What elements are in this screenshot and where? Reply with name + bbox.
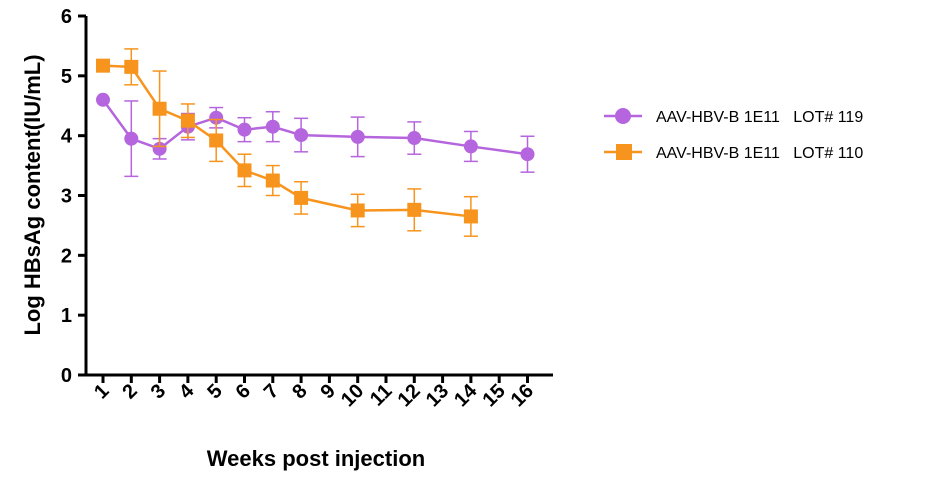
data-point xyxy=(463,139,478,154)
data-point xyxy=(237,163,252,178)
data-point xyxy=(294,128,309,143)
legend-label: AAV-HBV-B 1E11 LOT# 110 xyxy=(656,145,863,162)
data-point xyxy=(350,203,365,218)
data-point xyxy=(265,173,280,188)
x-tick-label: 14 xyxy=(450,379,482,411)
data-point xyxy=(265,119,280,134)
y-tick-label: 6 xyxy=(61,6,72,28)
data-point xyxy=(180,113,195,128)
data-point xyxy=(152,141,167,156)
x-tick-label: 15 xyxy=(478,380,509,411)
x-tick-label: 5 xyxy=(203,380,226,403)
x-axis-title: Weeks post injection xyxy=(207,446,425,471)
x-tick-label: 2 xyxy=(118,380,141,403)
x-tick-label: 7 xyxy=(260,380,283,403)
data-point xyxy=(294,190,309,205)
data-point xyxy=(407,131,422,146)
y-tick-label: 2 xyxy=(61,245,72,267)
x-tick-label: 1 xyxy=(90,380,113,403)
y-tick-label: 5 xyxy=(61,66,72,88)
x-tick-label: 9 xyxy=(317,380,340,403)
legend-entry-1: AAV-HBV-B 1E11 LOT# 119 xyxy=(604,108,863,126)
y-axis-title: Log HBsAg content(IU/mL) xyxy=(20,54,45,335)
legend-marker xyxy=(616,144,632,160)
x-tick-label: 16 xyxy=(507,380,538,411)
legend-entry-2: AAV-HBV-B 1E11 LOT# 110 xyxy=(604,144,863,162)
legend-marker xyxy=(615,108,631,124)
data-point xyxy=(463,209,478,224)
x-tick-label: 3 xyxy=(147,380,170,403)
legend-label: AAV-HBV-B 1E11 LOT# 119 xyxy=(656,109,863,126)
data-point xyxy=(96,92,110,107)
data-point xyxy=(209,133,224,148)
data-point xyxy=(520,147,535,162)
x-tick-label: 12 xyxy=(394,380,425,411)
y-tick-label: 1 xyxy=(61,305,72,327)
x-tick-label: 6 xyxy=(232,380,255,403)
x-tick-label: 11 xyxy=(366,380,397,411)
data-point xyxy=(152,101,167,116)
x-tick-label: 13 xyxy=(422,380,453,411)
data-point xyxy=(407,202,422,217)
y-tick-label: 4 xyxy=(61,126,73,148)
data-point xyxy=(209,110,224,125)
data-point xyxy=(350,129,365,144)
data-point xyxy=(124,131,139,146)
series-2 xyxy=(96,48,478,237)
data-point xyxy=(237,122,252,137)
x-tick-label: 10 xyxy=(337,380,368,411)
x-tick-label: 8 xyxy=(288,380,311,403)
y-tick-label: 3 xyxy=(61,186,72,208)
data-point xyxy=(96,58,110,73)
series-line xyxy=(101,99,528,156)
series-layer xyxy=(96,48,535,237)
y-tick-label: 0 xyxy=(61,365,72,387)
legend: AAV-HBV-B 1E11 LOT# 119 AAV-HBV-B 1E11 LO… xyxy=(604,108,863,162)
data-point xyxy=(124,59,139,74)
